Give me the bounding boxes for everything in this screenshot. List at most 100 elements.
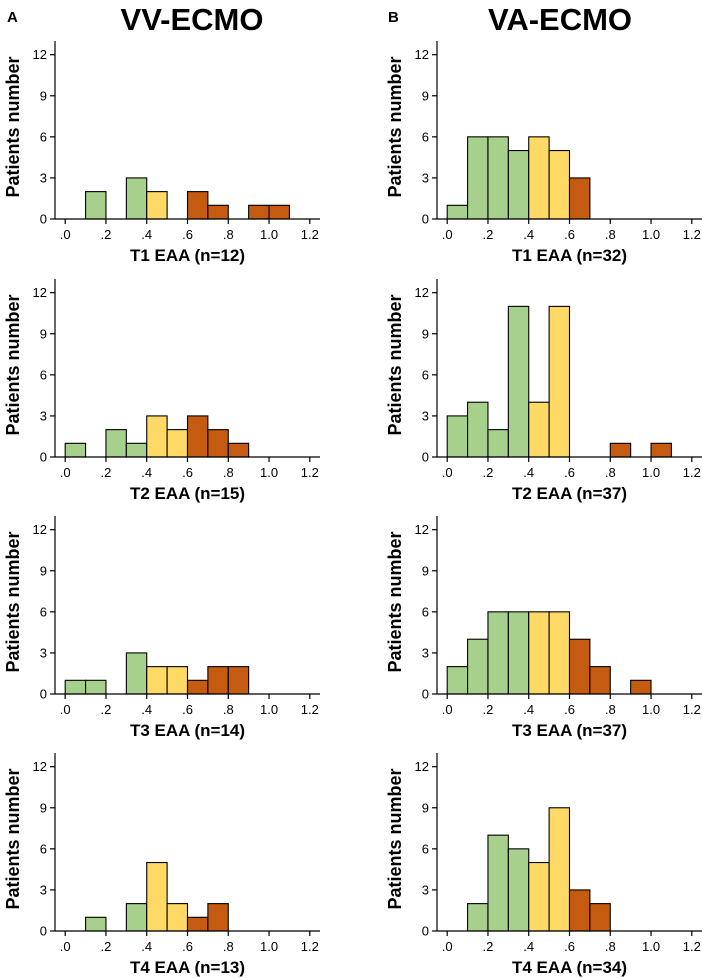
panel-vv-t3-y-tick-label: 0	[40, 687, 47, 702]
panel-va-t3-x-tick-label: .2	[483, 702, 494, 717]
panel-vv-t1-y-tick-label: 12	[33, 47, 47, 62]
panel-vv-t1-y-tick-label: 0	[40, 212, 47, 227]
panel-va-t4-x-tick-label: .8	[605, 939, 616, 954]
panel-vv-t1-bar	[125, 177, 148, 220]
panel-vv-t4-x-tick-label: .8	[223, 939, 234, 954]
panel-va-t4: 0 3 6 9 12 .0 .2 .4 .6 .8 1.0 1.2 T4 EAA (n=34) Patie…	[385, 753, 702, 977]
panel-vv-t3-y-tick-label: 12	[33, 522, 47, 537]
panel-va-t1-x-tick-label: 1.2	[683, 227, 701, 242]
panel-vv-t1-bar	[248, 204, 270, 220]
panel-vv-t3-x-tick-label: 1.0	[260, 702, 278, 717]
panel-vv-t4-x-label: T4 EAA (n=13)	[130, 958, 245, 977]
panel-vv-t3-bar	[64, 679, 87, 695]
panel-vv-t3-y-label: Patients number	[3, 531, 23, 672]
panel-va-t1-bar	[507, 149, 530, 220]
panel-vv-t4-bar	[207, 903, 229, 932]
panel-vv-t3-bar	[125, 652, 148, 695]
panel-va-t1-x-tick-label: .2	[483, 227, 494, 242]
panel-vv-t2-bar	[166, 429, 189, 458]
panel-va-t4-bar	[568, 889, 591, 932]
panel-va-t4-bar	[589, 903, 611, 932]
panel-vv-t4-y-tick-label: 3	[40, 882, 47, 897]
panel-vv-t3-x-tick-label: .8	[223, 702, 234, 717]
panel-letter-b: B	[388, 9, 399, 26]
column-title-va-ecmo: VA-ECMO	[488, 2, 632, 37]
panel-va-t2-x-label: T2 EAA (n=37)	[512, 484, 627, 503]
panel-vv-t3-bar	[186, 679, 209, 695]
panel-vv-t4-y-label: Patients number	[3, 768, 23, 909]
panel-vv-t1-y-tick-label: 3	[40, 170, 47, 185]
panel-vv-t2-x-tick-label: 1.0	[260, 465, 278, 480]
panel-va-t4-y-tick-label: 12	[415, 759, 429, 774]
panel-vv-t4-bar	[186, 916, 209, 932]
panel-vv-t2-y-tick-label: 3	[40, 408, 47, 423]
panel-va-t3-x-tick-label: 1.0	[642, 702, 660, 717]
panel-va-t2-y-label: Patients number	[385, 294, 405, 435]
panel-vv-t2-bar	[105, 429, 127, 458]
panel-vv-t2-bar	[186, 415, 209, 458]
panel-vv-t1-x-tick-label: 1.2	[301, 227, 319, 242]
panel-vv-t1-bar	[207, 204, 229, 220]
panel-vv-t1-x-label: T1 EAA (n=12)	[130, 246, 245, 265]
panel-vv-t4-x-tick-label: .6	[182, 939, 193, 954]
panel-vv-t1-y-label: Patients number	[3, 56, 23, 197]
panel-vv-t3-x-tick-label: .0	[60, 702, 71, 717]
panel-vv-t3-bar	[85, 679, 107, 695]
panel-va-t1-bar	[446, 204, 469, 220]
panel-va-t3-x-tick-label: .4	[523, 702, 534, 717]
panel-va-t4-x-tick-label: .2	[483, 939, 494, 954]
panel-va-t4-bar	[467, 903, 489, 932]
panel-va-t3-y-label: Patients number	[385, 531, 405, 672]
panel-va-t3-bar	[568, 638, 591, 695]
panel-vv-t3-y-tick-label: 3	[40, 645, 47, 660]
panel-va-t4-x-label: T4 EAA (n=34)	[512, 958, 627, 977]
panel-va-t4-bar	[507, 848, 530, 932]
panel-vv-t2-y-tick-label: 12	[33, 285, 47, 300]
panel-va-t4-y-tick-label: 9	[422, 800, 429, 815]
panel-va-t2-bar	[650, 442, 672, 458]
panel-va-t2-bar	[528, 401, 550, 458]
panel-va-t4-y-tick-label: 3	[422, 882, 429, 897]
panels-group: 0 3 6 9 12 .0 .2 .4 .6 .8 1.0 1.2 T1 EAA (n=12) Patie…	[3, 41, 702, 977]
panel-vv-t1-bar	[146, 191, 168, 220]
panel-va-t4-x-tick-label: .6	[564, 939, 575, 954]
panel-va-t2-y-tick-label: 3	[422, 408, 429, 423]
panel-vv-t1-y-tick-label: 6	[40, 129, 47, 144]
panel-va-t2-bar	[467, 401, 489, 458]
panel-va-t1-x-tick-label: 1.0	[642, 227, 660, 242]
panel-vv-t4-y-tick-label: 0	[40, 924, 47, 939]
panel-vv-t4-x-tick-label: .2	[101, 939, 112, 954]
panel-vv-t2-x-tick-label: .2	[101, 465, 112, 480]
panel-vv-t3-x-tick-label: .2	[101, 702, 112, 717]
panel-va-t3-x-tick-label: .0	[442, 702, 453, 717]
panel-va-t1-x-tick-label: .6	[564, 227, 575, 242]
panel-vv-t1-x-tick-label: .4	[141, 227, 152, 242]
panel-vv-t1-x-tick-label: .0	[60, 227, 71, 242]
panel-va-t2: 0 3 6 9 12 .0 .2 .4 .6 .8 1.0 1.2 T2 EAA (n=37) Patie…	[385, 279, 702, 503]
panel-vv-t4-y-tick-label: 9	[40, 800, 47, 815]
panel-va-t4-x-tick-label: .0	[442, 939, 453, 954]
panel-va-t1-y-tick-label: 6	[422, 129, 429, 144]
panel-va-t2-bar	[507, 305, 530, 458]
panel-vv-t1-bar	[186, 191, 209, 220]
panel-va-t4-bar	[487, 834, 509, 932]
panel-vv-t2-x-tick-label: .0	[60, 465, 71, 480]
panel-va-t2-bar	[609, 442, 632, 458]
panel-vv-t3-bar	[166, 666, 189, 695]
panel-va-t1-bar	[568, 177, 591, 220]
panel-vv-t3-y-tick-label: 9	[40, 563, 47, 578]
panel-va-t4-bar	[548, 807, 571, 932]
panel-va-t4-y-label: Patients number	[385, 768, 405, 909]
panel-va-t1-y-tick-label: 9	[422, 88, 429, 103]
panel-vv-t1-x-tick-label: .6	[182, 227, 193, 242]
panel-vv-t4-x-tick-label: .4	[141, 939, 152, 954]
panel-vv-t2-x-tick-label: 1.2	[301, 465, 319, 480]
panel-va-t2-y-tick-label: 12	[415, 285, 429, 300]
panel-va-t1-x-label: T1 EAA (n=32)	[512, 246, 627, 265]
panel-va-t2-y-tick-label: 0	[422, 450, 429, 465]
panel-vv-t3-x-label: T3 EAA (n=14)	[130, 721, 245, 740]
panel-va-t1-y-label: Patients number	[385, 56, 405, 197]
panel-vv-t4-bar	[125, 903, 148, 932]
